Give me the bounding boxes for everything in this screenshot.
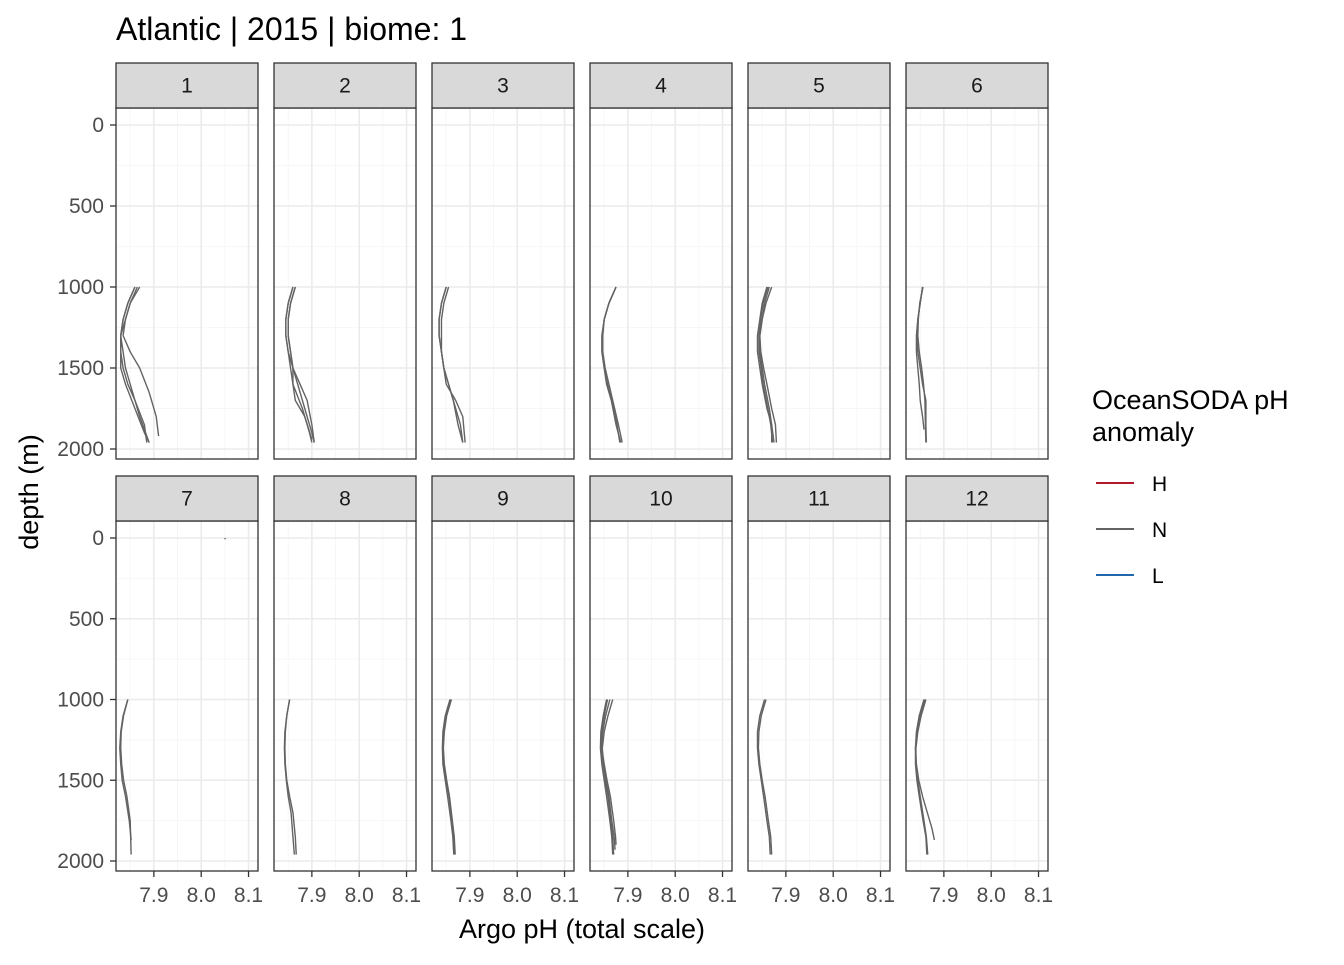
facet-strip-label: 5 (813, 75, 825, 98)
facet-strip-label: 4 (655, 75, 667, 98)
facet-strip-label: 3 (497, 75, 509, 98)
facet-strip-label: 6 (971, 75, 983, 98)
y-tick-label: 0 (92, 527, 104, 550)
y-tick-label: 1500 (57, 357, 104, 380)
facet-strip-label: 12 (965, 488, 988, 511)
x-tick-label: 7.9 (929, 884, 958, 907)
legend-item-label: L (1152, 565, 1164, 588)
x-tick-label: 8.1 (866, 884, 895, 907)
x-tick-label: 8.1 (1024, 884, 1053, 907)
x-tick-label: 7.9 (139, 884, 168, 907)
y-axis-title: depth (m) (14, 434, 44, 550)
x-tick-label: 7.9 (297, 884, 326, 907)
y-tick-label: 1000 (57, 276, 104, 299)
legend-item-label: H (1152, 473, 1167, 496)
x-tick-label: 8.1 (392, 884, 421, 907)
y-tick-label: 500 (69, 195, 104, 218)
y-tick-label: 2000 (57, 438, 104, 461)
chart-title: Atlantic | 2015 | biome: 1 (116, 11, 467, 47)
facet-strip-label: 11 (808, 488, 830, 511)
legend-title-line-2: anomaly (1092, 417, 1195, 447)
facet-strip-label: 2 (339, 75, 351, 98)
x-tick-label: 7.9 (771, 884, 800, 907)
x-tick-label: 8.0 (345, 884, 374, 907)
y-tick-label: 1000 (57, 689, 104, 712)
facet-strip-label: 1 (181, 75, 193, 98)
x-tick-label: 7.9 (455, 884, 484, 907)
facet-strip-label: 9 (497, 488, 509, 511)
facet-strip-label: 7 (181, 488, 193, 511)
x-tick-label: 8.1 (550, 884, 579, 907)
legend-title-line-1: OceanSODA pH (1092, 385, 1289, 415)
facet-strip-label: 8 (339, 488, 351, 511)
x-tick-label: 8.0 (977, 884, 1006, 907)
x-tick-label: 8.0 (187, 884, 216, 907)
x-axis-title: Argo pH (total scale) (459, 914, 705, 944)
x-tick-label: 7.9 (613, 884, 642, 907)
y-tick-label: 2000 (57, 850, 104, 873)
x-tick-label: 8.1 (708, 884, 737, 907)
x-tick-label: 8.1 (234, 884, 263, 907)
facet-strip-label: 10 (649, 488, 672, 511)
legend-item-label: N (1152, 519, 1167, 542)
y-tick-label: 1500 (57, 769, 104, 792)
y-tick-label: 500 (69, 608, 104, 631)
y-tick-label: 0 (92, 114, 104, 137)
x-tick-label: 8.0 (819, 884, 848, 907)
x-tick-label: 8.0 (503, 884, 532, 907)
x-tick-label: 8.0 (661, 884, 690, 907)
